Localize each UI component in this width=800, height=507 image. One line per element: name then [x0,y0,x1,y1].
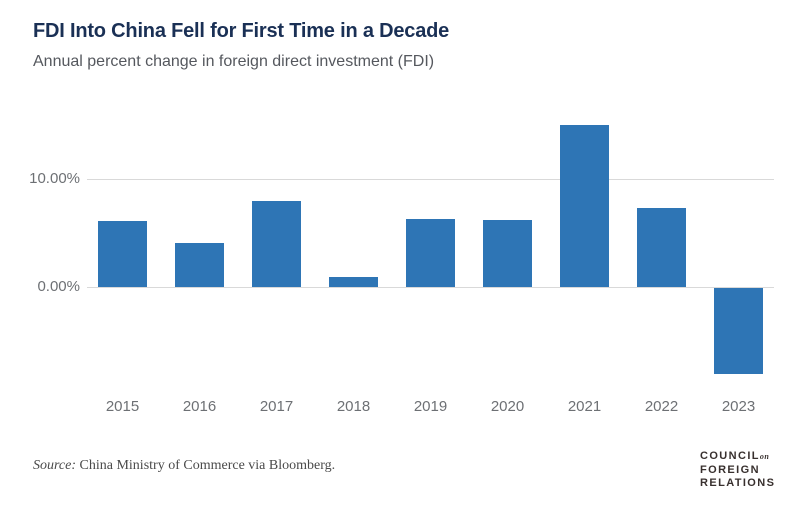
x-axis-label-2018: 2018 [336,398,371,415]
bar-2022 [637,208,686,287]
logo-on-text: on [759,452,770,461]
x-axis-label-2021: 2021 [567,398,602,415]
bar-2017 [252,200,301,287]
x-axis-label-2015: 2015 [105,398,140,415]
x-axis-label-2017: 2017 [259,398,294,415]
bar-2018 [329,277,378,287]
gridline-10 [87,179,774,180]
source-label: Source: [33,458,77,473]
cfr-logo: COUNCILon FOREIGN RELATIONS [700,450,775,491]
x-axis-label-2022: 2022 [644,398,679,415]
gridline-0 [87,287,774,288]
bar-2015 [98,221,147,287]
x-axis-label-2016: 2016 [182,398,217,415]
bar-2019 [406,218,455,287]
logo-line-1: COUNCILon [700,450,775,464]
y-axis-label-0: 0.00% [37,278,80,295]
logo-council-text: COUNCIL [700,450,760,462]
chart-title: FDI Into China Fell for First Time in a … [33,20,450,42]
bar-2023 [714,288,763,375]
source-note: Source: China Ministry of Commerce via B… [33,458,335,474]
x-axis-label-2023: 2023 [721,398,756,415]
bar-2020 [483,220,532,287]
x-axis-label-2020: 2020 [490,398,525,415]
chart-subtitle: Annual percent change in foreign direct … [33,53,435,70]
source-text: China Ministry of Commerce via Bloomberg… [76,458,336,473]
bar-2016 [175,242,224,287]
x-axis-label-2019: 2019 [413,398,448,415]
bar-2021 [560,125,609,287]
logo-line-2: FOREIGN [700,463,760,476]
logo-line-3: RELATIONS [700,477,776,489]
y-axis-label-10: 10.00% [29,170,80,187]
